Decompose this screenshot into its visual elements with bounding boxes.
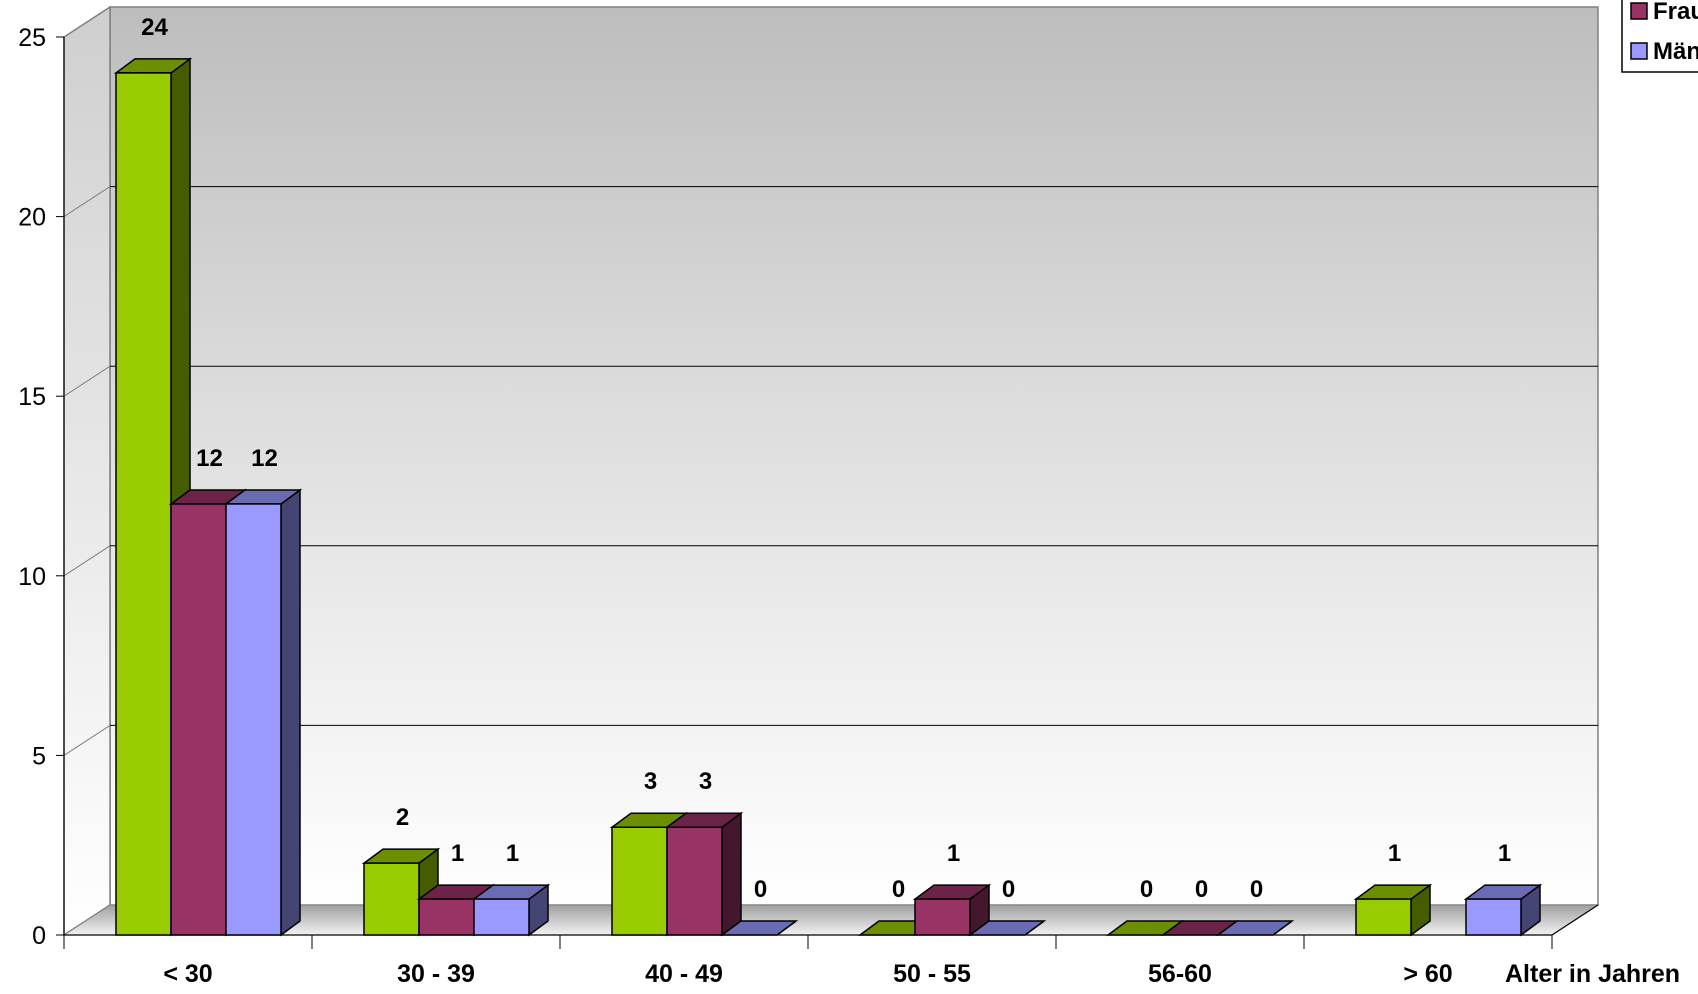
data-label: 24 <box>141 14 168 41</box>
legend-label: Män <box>1653 38 1698 65</box>
bar-front <box>473 898 530 936</box>
bar <box>1353 883 1433 937</box>
data-label: 0 <box>1140 876 1153 903</box>
data-label: 2 <box>396 804 409 831</box>
bars <box>113 57 1543 937</box>
bar-front <box>914 898 971 936</box>
y-tick-label: 0 <box>32 922 46 950</box>
bar <box>912 883 992 937</box>
data-label: 12 <box>196 445 223 472</box>
bar-front <box>611 826 668 936</box>
legend-swatch <box>1630 2 1648 20</box>
x-axis-title: Alter in Jahren <box>1505 960 1680 988</box>
legend-label: Frau <box>1653 0 1698 25</box>
x-category-label: 56-60 <box>1148 960 1212 988</box>
data-label: 3 <box>699 768 712 795</box>
y-tick-label: 5 <box>32 742 46 770</box>
gridline-side <box>63 186 111 218</box>
data-label: 1 <box>1388 840 1401 867</box>
bar-side <box>280 488 301 937</box>
bar-front <box>1355 898 1412 936</box>
y-tick-label: 20 <box>18 204 46 232</box>
bar-front <box>170 503 227 936</box>
legend-swatch <box>1630 42 1648 60</box>
bar-side <box>721 811 742 937</box>
bar-front <box>115 72 172 936</box>
bar <box>1463 883 1543 937</box>
data-label: 1 <box>947 840 960 867</box>
bar <box>664 811 744 937</box>
bar-front <box>363 862 420 936</box>
y-tick-label: 10 <box>18 563 46 591</box>
bar-front <box>1465 898 1522 936</box>
plot-walls <box>62 5 1600 937</box>
y-tick-label: 25 <box>18 24 46 52</box>
back-wall <box>109 6 1599 906</box>
data-label: 12 <box>251 445 278 472</box>
legend: Frau Män <box>1621 0 1698 73</box>
gridline-side <box>63 724 111 756</box>
bar-top <box>967 920 1047 936</box>
y-tick-label: 15 <box>18 383 46 411</box>
bar-front <box>418 898 475 936</box>
bar <box>967 920 1047 936</box>
bar-top <box>1215 920 1295 936</box>
bar <box>223 488 303 937</box>
x-category-label: 40 - 49 <box>645 960 723 988</box>
data-label: 3 <box>644 768 657 795</box>
data-label: 0 <box>754 876 767 903</box>
data-label: 0 <box>892 876 905 903</box>
gridline-side <box>63 365 111 397</box>
x-category-label: 50 - 55 <box>893 960 971 988</box>
data-label: 0 <box>1002 876 1015 903</box>
side-wall <box>63 5 111 937</box>
data-label: 1 <box>451 840 464 867</box>
bar <box>1215 920 1295 936</box>
gridline-side <box>63 6 111 38</box>
gridline-side <box>63 545 111 577</box>
data-label: 0 <box>1250 876 1263 903</box>
bar-front <box>225 503 282 936</box>
x-category-label: < 30 <box>163 960 212 988</box>
x-axis-depth <box>1551 904 1599 936</box>
gridline-side <box>63 904 111 936</box>
data-label: 0 <box>1195 876 1208 903</box>
data-label: 1 <box>506 840 519 867</box>
bar <box>471 883 551 937</box>
x-category-label: > 60 <box>1403 960 1452 988</box>
bar <box>719 920 799 936</box>
bar-top <box>719 920 799 936</box>
bar-front <box>666 826 723 936</box>
data-label: 1 <box>1498 840 1511 867</box>
data-labels: 24 12 12 2 1 1 3 3 0 0 1 0 0 0 0 1 1 <box>141 14 1511 903</box>
gridlines <box>63 6 1598 936</box>
x-category-label: 30 - 39 <box>397 960 475 988</box>
